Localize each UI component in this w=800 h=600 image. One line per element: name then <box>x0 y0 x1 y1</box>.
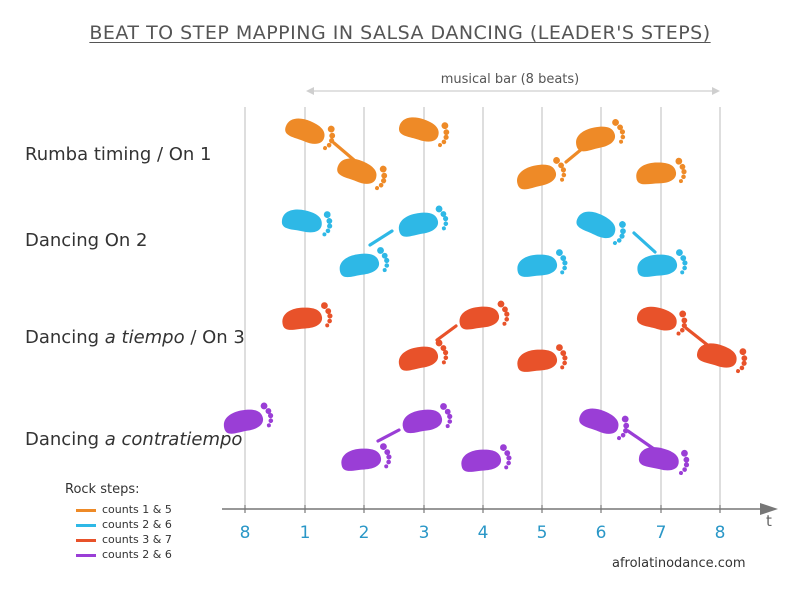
footprint-icon <box>573 204 630 248</box>
legend-swatch <box>76 538 96 542</box>
footprint-icon <box>576 402 633 443</box>
row-label-on-2: Dancing On 2 <box>25 230 148 251</box>
legend-swatch <box>76 523 96 527</box>
beat-label: 3 <box>418 523 430 543</box>
rock-step-connector <box>368 229 394 247</box>
row-label-contratiempo: Dancing a contratiempo <box>25 429 243 450</box>
beat-label: 1 <box>299 523 311 543</box>
beat-label: 6 <box>595 523 607 543</box>
legend-title: Rock steps: <box>65 482 140 497</box>
diagram-title: BEAT TO STEP MAPPING IN SALSA DANCING (L… <box>89 22 711 44</box>
legend-swatch <box>76 508 96 512</box>
footprint-icon <box>572 117 628 156</box>
rock-step-connectors <box>332 141 712 451</box>
rock-step-connector <box>626 429 656 451</box>
footprint-icon <box>513 155 569 194</box>
row-label-rumba: Rumba timing / On 1 <box>25 144 212 165</box>
musical-bar-arrowhead <box>306 87 314 95</box>
rock-step-connector <box>632 231 657 254</box>
rock-step-connector <box>376 428 401 443</box>
footprint-icon <box>280 301 335 334</box>
footprint-icon <box>282 112 339 153</box>
beat-label: 8 <box>239 523 251 543</box>
footprint-icon <box>395 204 451 241</box>
legend-item: counts 2 & 6 <box>76 518 172 532</box>
footprint-icon <box>280 205 335 238</box>
legend-swatch <box>76 553 96 557</box>
beat-label: 2 <box>358 523 370 543</box>
footprint-icon <box>395 338 451 375</box>
time-axis-arrowhead <box>760 503 778 515</box>
footprint-icon <box>399 401 455 438</box>
legend-item: counts 1 & 5 <box>76 503 172 517</box>
footprint-icon <box>635 301 690 337</box>
footprint-icon <box>635 248 690 281</box>
rock-step-connector <box>684 326 712 349</box>
rock-step-connector <box>435 324 458 342</box>
time-axis <box>222 87 778 515</box>
beat-label: 4 <box>477 523 489 543</box>
beat-label: 7 <box>655 523 667 543</box>
musical-bar-label: musical bar (8 beats) <box>440 72 580 87</box>
footprint-icon <box>457 299 512 334</box>
musical-bar-arrowhead <box>712 87 720 95</box>
beat-label: 8 <box>714 523 726 543</box>
footprint-icon <box>637 442 692 477</box>
row-label-a-tiempo: Dancing a tiempo / On 3 <box>25 327 245 348</box>
beat-label: 5 <box>536 523 548 543</box>
time-axis-label: t <box>766 512 772 530</box>
site-credit: afrolatinodance.com <box>612 556 746 571</box>
rock-step-connector <box>332 141 356 162</box>
legend-item: counts 3 & 7 <box>76 533 172 547</box>
footprint-icon <box>339 442 394 475</box>
footprint-icon <box>459 443 514 476</box>
legend-item: counts 2 & 6 <box>76 548 172 562</box>
footprint-icon <box>334 152 391 193</box>
footprints <box>220 111 751 477</box>
